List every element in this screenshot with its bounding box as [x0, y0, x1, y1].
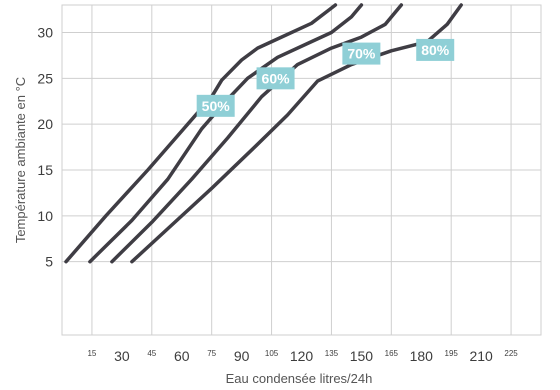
series-label-60pct: 60% [256, 67, 295, 90]
x-tick-label: 90 [234, 348, 250, 364]
series-label-80pct: 80% [416, 38, 455, 61]
x-tick-label: 105 [265, 349, 279, 358]
x-tick-label: 180 [410, 348, 434, 364]
x-tick-label: 210 [469, 348, 493, 364]
y-tick-label: 15 [37, 162, 53, 178]
series-label-text: 60% [262, 70, 291, 86]
series-label-box [342, 42, 381, 65]
series-label-text: 80% [421, 42, 450, 58]
y-tick-label: 30 [37, 25, 53, 41]
series-label-box [196, 94, 235, 117]
y-tick-labels: 5 10 15 20 25 30 [37, 25, 53, 270]
x-tick-label: 150 [350, 348, 374, 364]
series-labels: 50% 60% 70% 80% [196, 38, 455, 117]
series-line-60pct [88, 3, 364, 264]
series-label-50pct: 50% [196, 94, 235, 117]
series-label-box [256, 67, 295, 90]
x-tick-label: 225 [504, 349, 518, 358]
series-label-box [416, 38, 455, 61]
y-tick-label: 5 [45, 254, 53, 270]
series-label-text: 70% [347, 46, 376, 62]
y-tick-label: 10 [37, 208, 53, 224]
x-tick-label: 165 [385, 349, 399, 358]
series-line-80pct [130, 3, 463, 264]
series-label-70pct: 70% [342, 42, 381, 65]
y-axis-title: Température ambiante en °C [13, 77, 28, 243]
series-line-50pct [64, 3, 338, 264]
x-tick-label: 195 [445, 349, 459, 358]
x-tick-label: 75 [207, 349, 216, 358]
x-tick-label: 15 [87, 349, 96, 358]
y-tick-label: 20 [37, 116, 53, 132]
x-tick-label: 135 [325, 349, 339, 358]
grid [61, 4, 542, 336]
x-axis-title: Eau condensée litres/24h [226, 371, 373, 386]
y-tick-label: 25 [37, 70, 53, 86]
x-tick-labels: 15 30 45 60 75 90 105 120 135 150 165 180 195 210 225 [87, 348, 518, 364]
x-tick-label: 45 [147, 349, 156, 358]
x-tick-label: 120 [290, 348, 314, 364]
x-tick-label: 60 [174, 348, 190, 364]
series-lines [64, 3, 463, 264]
x-tick-label: 30 [114, 348, 130, 364]
series-label-text: 50% [202, 98, 231, 114]
